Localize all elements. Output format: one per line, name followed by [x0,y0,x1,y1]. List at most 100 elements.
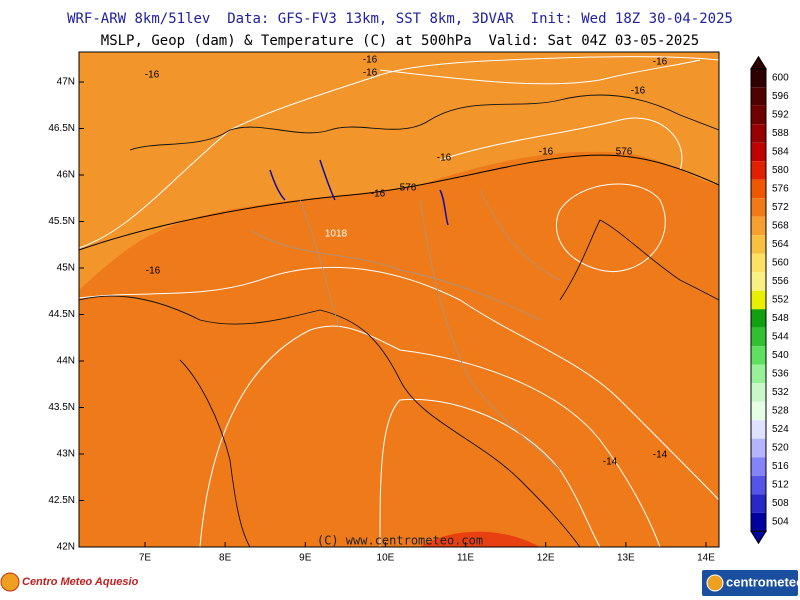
lon-tick-label: 9E [299,553,312,564]
lon-tick-label: 8E [219,553,232,564]
lat-tick-label: 47N [57,77,75,88]
contour-label: -14 [653,450,668,461]
map-area: -16 -16 -16 -16 -16 -16 -16 -16 -16 576 … [48,51,720,564]
lat-tick-label: 44N [57,356,75,367]
colorbar-label: 520 [772,443,789,454]
logo-icon [0,572,20,592]
logo-box [702,570,798,596]
colorbar-bin [751,124,766,143]
colorbar-bin [751,235,766,254]
header-line1: WRF-ARW 8km/51lev Data: GFS-FV3 13km, SS… [67,11,733,27]
lon-tick-label: 12E [537,553,555,564]
contour-label: -16 [539,147,554,158]
logo-text: centrometeo [726,574,800,589]
colorbar-label: 544 [772,332,789,343]
colorbar-label: 576 [772,184,789,195]
borders [78,94,720,548]
colorbar-bin [751,346,766,365]
colorbar-bin [751,327,766,347]
colorbar-bin [751,105,766,125]
colorbar-label: 512 [772,480,789,491]
lon-tick-label: 14E [697,553,715,564]
lat-tick-label: 43N [57,449,75,460]
colorbar-label: 548 [772,313,789,324]
lon-tick-label: 10E [377,553,395,564]
colorbar-frame [750,68,767,532]
colorbar-label: 552 [772,295,789,306]
colorbar-bin [751,142,766,162]
colorbar-bin [751,161,766,180]
colorbar-label: 580 [772,165,789,176]
temperature-contours [78,56,720,548]
colorbar-label: 540 [772,350,789,361]
lat-tick-label: 42.5N [48,495,75,506]
colorbar-bin [751,401,766,421]
colorbar-label: 516 [772,461,789,472]
contour-label: 576 [616,147,633,158]
colorbar-bin [751,438,766,458]
contour-labels: -16 -16 -16 -16 -16 -16 -16 -16 -16 576 … [145,55,668,468]
contour-label: -14 [603,457,618,468]
contour-label: -16 [653,57,668,68]
colorbar-label: 556 [772,276,789,287]
colorbar-label: 524 [772,424,789,435]
colorbar-bin [751,272,766,291]
credit: (C) www.centrometeo.com [317,534,483,548]
contour-label: -16 [631,86,646,97]
contour-label: 1018 [325,229,348,240]
regions [249,189,561,471]
header-line2: MSLP, Geop (dam) & Temperature (C) at 50… [101,33,699,49]
lon-tick-label: 11E [457,553,474,564]
colorbar-label: 568 [772,221,789,232]
contour-label: -16 [146,266,161,277]
colorbar-bin [751,475,766,495]
colorbar-bin [751,179,766,199]
colorbar-bin [751,68,766,88]
logo-right: centrometeo [702,570,800,596]
contour-label: -16 [437,153,452,164]
map-frame [78,51,720,548]
lakes [269,159,449,226]
logo-left: Centro Meteo Aquesio [0,572,139,592]
colorbar-label: 528 [772,406,789,417]
geopotential-region [420,531,540,547]
contour-label: 576 [400,183,417,194]
lat-tick-label: 46N [57,170,75,181]
colorbar-label: 600 [772,73,789,84]
colorbar-label: 560 [772,258,789,269]
colorbar-label: 592 [772,110,789,121]
colorbar-bin [751,290,766,310]
lat-tick-label: 44.5N [48,309,75,320]
logo-text: Centro Meteo Aquesio [22,576,139,588]
colorbar-bin [751,198,766,217]
logo-icon [706,574,724,592]
colorbar-cap [750,530,767,545]
contour-label: -16 [363,68,378,79]
lat-tick-label: 45N [57,263,75,274]
colorbar-label: 572 [772,202,789,213]
colorbar-label: 504 [772,517,789,528]
colorbar-bin [751,512,766,532]
colorbar-bin [751,309,766,328]
contour-label: -16 [145,70,160,81]
colorbar-bin [751,420,766,439]
colorbar-bin [751,364,766,384]
colorbar-label: 564 [772,239,789,250]
lat-tick-label: 46.5N [48,123,75,134]
lon-tick-label: 7E [139,553,152,564]
colorbar: 600 596 592 588 584 580 576 572 568 564 560 556 552 5… [750,55,789,545]
colorbar-cap [750,55,767,70]
colorbar-bin [751,457,766,476]
contour-label: -16 [371,189,386,200]
colorbar-bin [751,87,766,106]
colorbar-bin [751,494,766,513]
colorbar-bin [751,383,766,402]
lon-tick-label: 13E [617,553,635,564]
colorbar-bin [751,216,766,236]
colorbar-label: 532 [772,387,789,398]
colorbar-label: 536 [772,369,789,380]
colorbar-label: 588 [772,128,789,139]
lat-tick-label: 42N [57,542,75,553]
colorbar-bin [751,253,766,273]
